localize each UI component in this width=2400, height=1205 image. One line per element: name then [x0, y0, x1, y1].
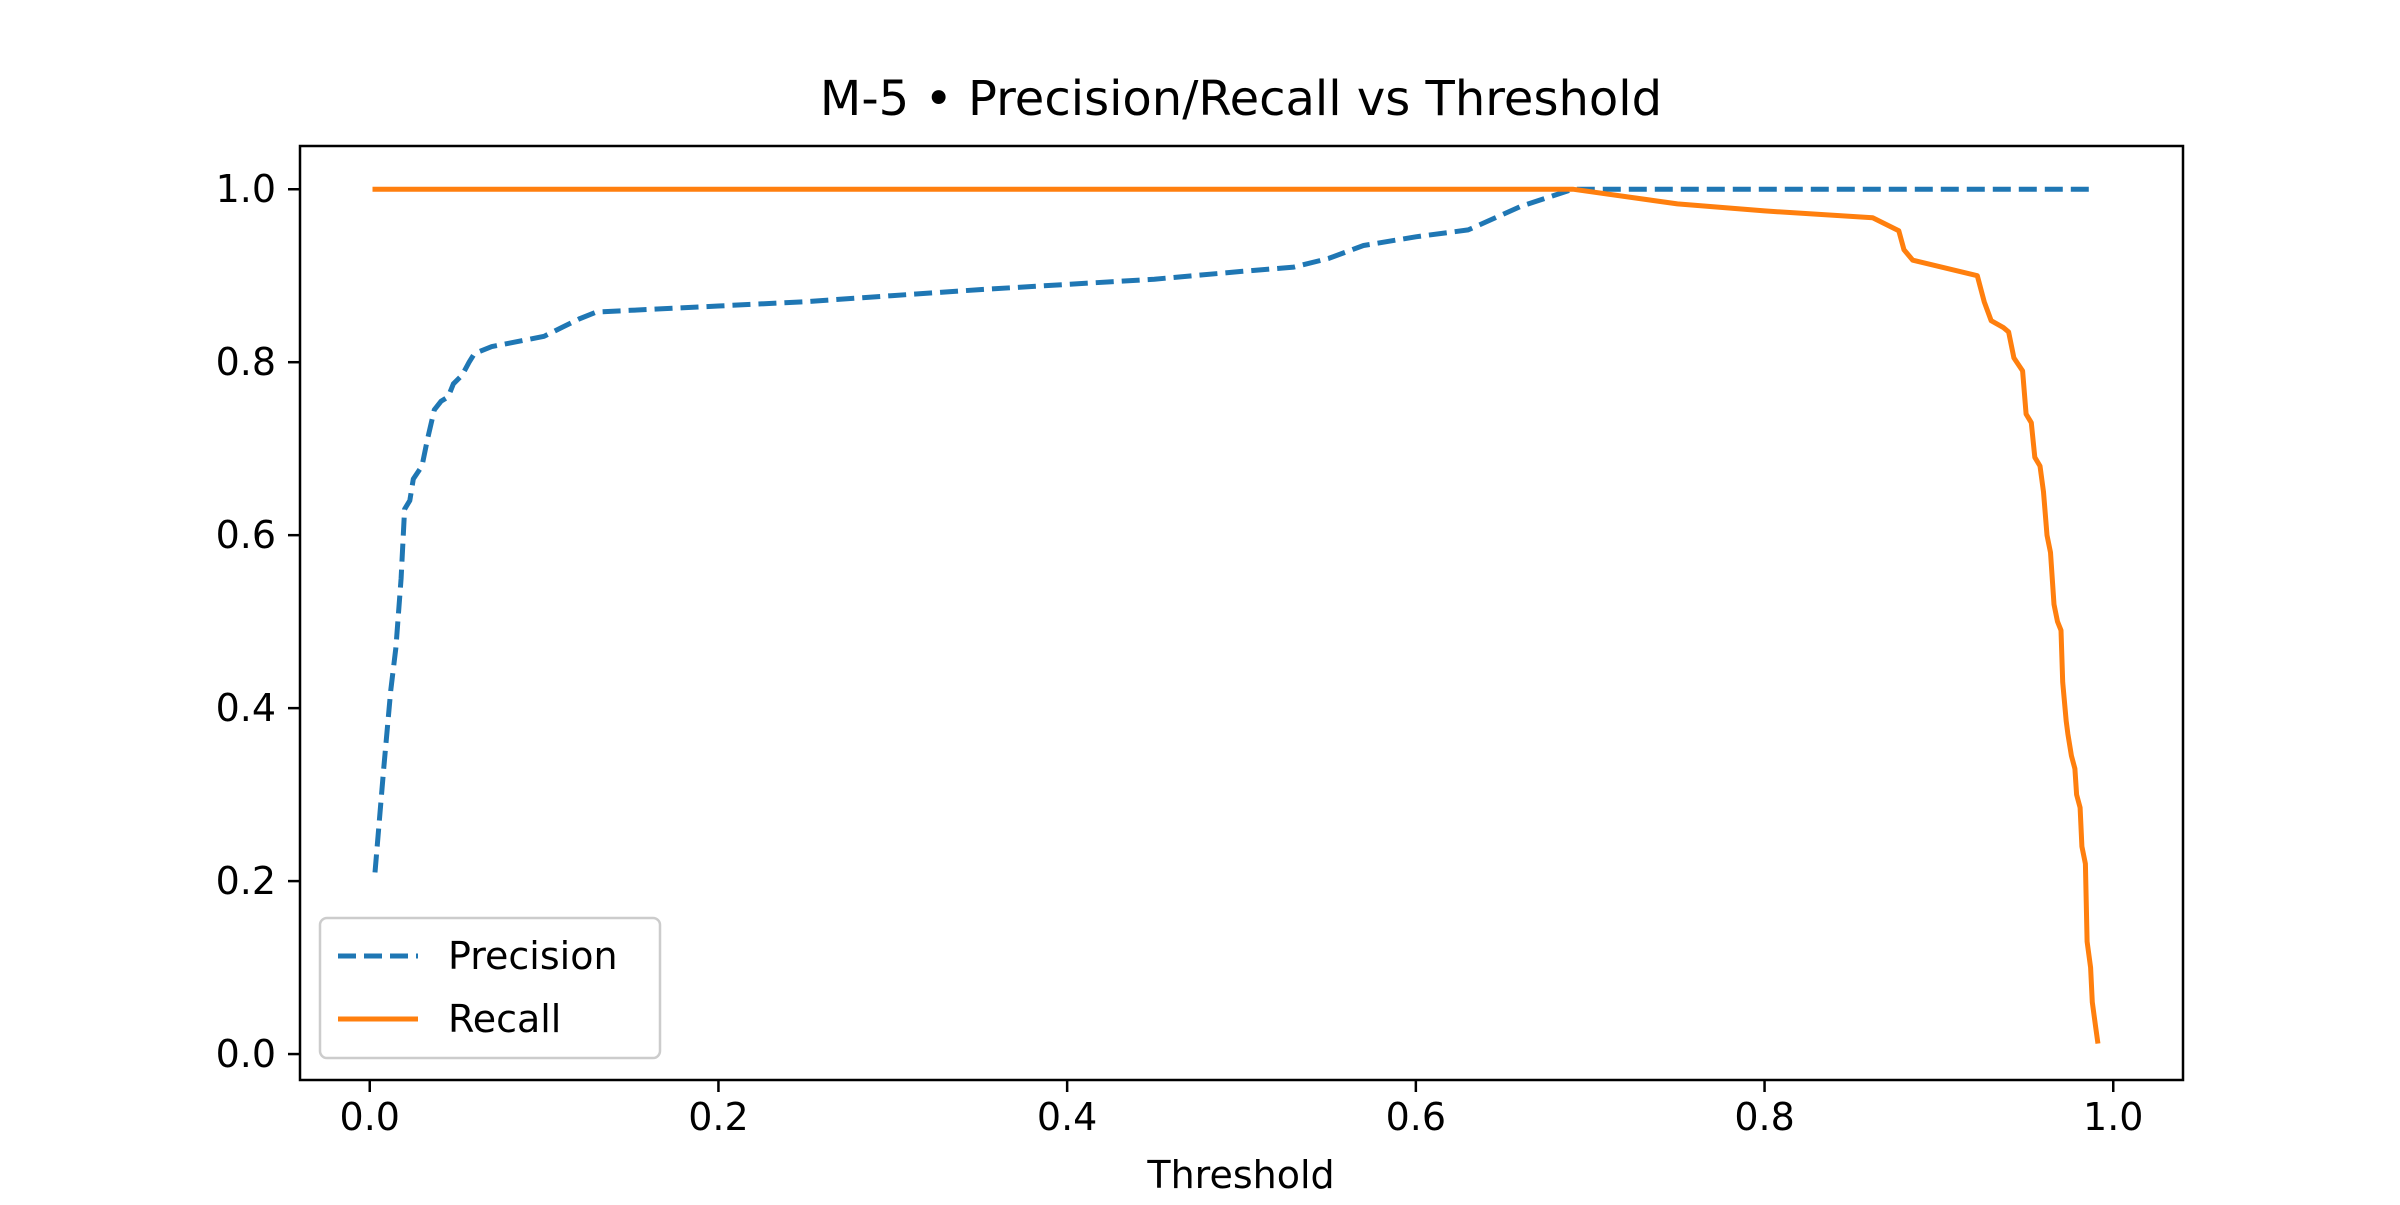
x-tick-label: 0.0 [340, 1095, 400, 1139]
x-axis: 0.0 0.2 0.4 0.6 0.8 1.0 [340, 1080, 2143, 1139]
chart-title: M-5 • Precision/Recall vs Threshold [820, 71, 1662, 127]
series-line-precision [372, 186, 2091, 873]
plot-frame [298, 144, 2185, 1082]
x-tick-label: 0.8 [1734, 1095, 1794, 1139]
x-tick-label: 1.0 [2083, 1095, 2143, 1139]
x-tick-label: 0.2 [688, 1095, 748, 1139]
y-axis: 0.0 0.2 0.4 0.6 0.8 1.0 [216, 167, 300, 1076]
legend-label-recall: Recall [448, 997, 561, 1041]
y-tick-label: 1.0 [216, 167, 276, 211]
series-line-recall [372, 186, 2101, 1044]
y-tick-label: 0.4 [216, 686, 276, 730]
legend-label-precision: Precision [448, 934, 618, 978]
x-tick-label: 0.4 [1037, 1095, 1097, 1139]
y-tick-label: 0.0 [216, 1032, 276, 1076]
series-layer [372, 186, 2101, 1044]
x-axis-label: Threshold [1146, 1153, 1334, 1197]
legend-box [318, 916, 662, 1060]
y-tick-label: 0.6 [216, 513, 276, 557]
y-tick-label: 0.2 [216, 859, 276, 903]
x-tick-label: 0.6 [1386, 1095, 1446, 1139]
legend: Precision Recall [318, 916, 662, 1060]
y-tick-label: 0.8 [216, 340, 276, 384]
